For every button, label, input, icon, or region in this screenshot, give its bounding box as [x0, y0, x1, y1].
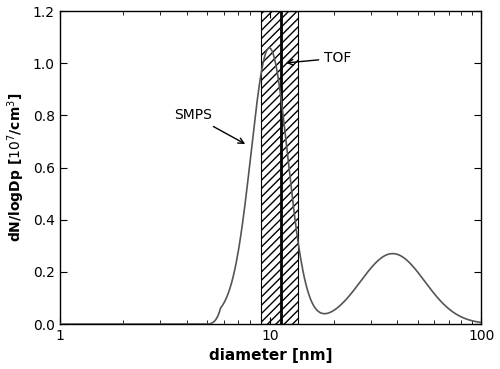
Text: SMPS: SMPS: [174, 108, 244, 143]
X-axis label: diameter [nm]: diameter [nm]: [208, 348, 332, 363]
Text: TOF: TOF: [288, 51, 352, 65]
Bar: [261, 11, 298, 324]
Y-axis label: dN/logDp [$10^7$/cm$^3$]: dN/logDp [$10^7$/cm$^3$]: [6, 93, 27, 242]
